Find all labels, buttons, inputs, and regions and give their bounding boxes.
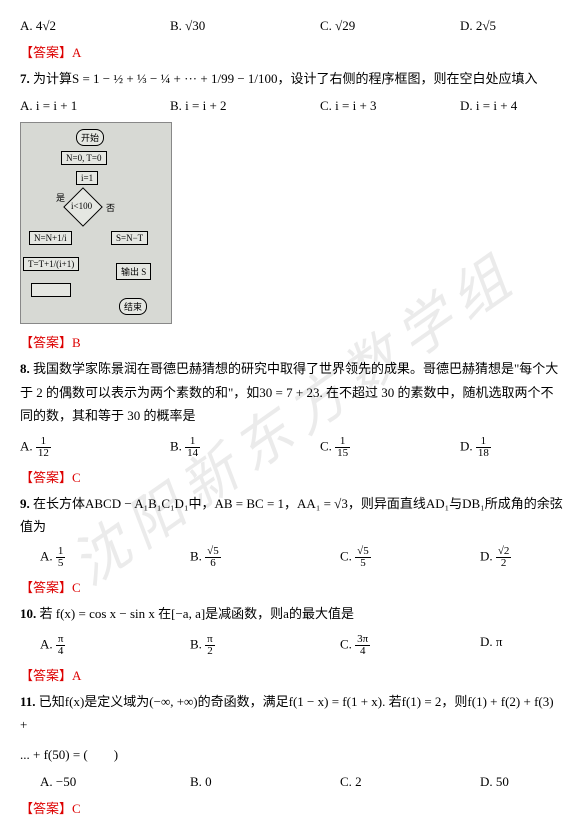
q9-a-d: 5 — [56, 558, 66, 569]
q8-b-d: 14 — [185, 448, 200, 459]
q7-opt-d: D. i = i + 4 — [460, 98, 564, 114]
q8-d-d: 18 — [476, 448, 491, 459]
fc-cond: i<100 — [71, 201, 92, 211]
q6-opt-a: A. 4√2 — [20, 18, 170, 34]
fc-blank — [31, 283, 71, 297]
fc-out: 输出 S — [116, 263, 151, 280]
q9-opt-b: B. √56 — [190, 546, 340, 569]
q9-answer: 【答案】C — [20, 577, 564, 596]
q10-c-n: 3π — [355, 634, 370, 646]
q10-opt-a: A. π4 — [40, 634, 190, 657]
q9-num: 9. — [20, 496, 30, 511]
q6-options: A. 4√2 B. √30 C. √29 D. 2√5 — [20, 18, 564, 34]
fc-right: S=N−T — [111, 231, 148, 245]
q8-options: A. 112 B. 114 C. 115 D. 118 — [20, 436, 564, 459]
fc-left1: N=N+1/i — [29, 231, 72, 245]
fc-yes: 是 — [56, 191, 65, 204]
q11-num: 11. — [20, 694, 36, 709]
q10-opt-d: D. π — [480, 634, 564, 657]
q9-d-d: 2 — [496, 558, 512, 569]
q8-a-l: A. — [20, 438, 33, 453]
q8-opt-d: D. 118 — [460, 436, 564, 459]
fc-left2: T=T+1/(i+1) — [23, 257, 79, 271]
q11-opt-c: C. 2 — [340, 774, 480, 790]
q10-opt-b: B. π2 — [190, 634, 340, 657]
q7-options: A. i = i + 1 B. i = i + 2 C. i = i + 3 D… — [20, 98, 564, 114]
q10-c-d: 4 — [355, 646, 370, 657]
q11-options: A. −50 B. 0 C. 2 D. 50 — [20, 774, 564, 790]
q7-answer: 【答案】B — [20, 332, 564, 351]
q10-num: 10. — [20, 606, 36, 621]
q10-a-l: A. — [40, 636, 53, 651]
q9-body: 在长方体ABCD − A₁B₁C₁D₁中，AB = BC = 1，AA₁ = √… — [20, 496, 563, 534]
q6-answer: 【答案】A — [20, 42, 564, 61]
q8-opt-b: B. 114 — [170, 436, 320, 459]
q7-opt-b: B. i = i + 2 — [170, 98, 320, 114]
q11-text-b: ... + f(50) = ( ) — [20, 743, 564, 766]
q10-answer: 【答案】A — [20, 665, 564, 684]
q7-text: 7. 为计算S = 1 − ½ + ⅓ − ¼ + ··· + 1/99 − 1… — [20, 67, 564, 90]
q11-opt-d: D. 50 — [480, 774, 564, 790]
q10-b-l: B. — [190, 636, 202, 651]
fc-start: 开始 — [76, 129, 104, 146]
q11-text: 11. 已知f(x)是定义域为(−∞, +∞)的奇函数，满足f(1 − x) =… — [20, 690, 564, 737]
q9-b-l: B. — [190, 549, 202, 564]
q11-opt-b: B. 0 — [190, 774, 340, 790]
q8-body: 我国数学家陈景润在哥德巴赫猜想的研究中取得了世界领先的成果。哥德巴赫猜想是"每个… — [20, 361, 558, 423]
fc-i1: i=1 — [76, 171, 98, 185]
q9-opt-d: D. √22 — [480, 546, 564, 569]
q6-opt-b: B. √30 — [170, 18, 320, 34]
q9-text: 9. 在长方体ABCD − A₁B₁C₁D₁中，AB = BC = 1，AA₁ … — [20, 492, 564, 539]
q9-opt-a: A. 15 — [40, 546, 190, 569]
q7-opt-c: C. i = i + 3 — [320, 98, 460, 114]
q9-c-d: 5 — [355, 558, 371, 569]
q10-opt-c: C. 3π4 — [340, 634, 480, 657]
fc-no: 否 — [106, 201, 115, 214]
q8-a-n: 1 — [36, 436, 51, 448]
q9-c-l: C. — [340, 549, 352, 564]
fc-end: 结束 — [119, 298, 147, 315]
q7-opt-a: A. i = i + 1 — [20, 98, 170, 114]
q8-a-d: 12 — [36, 448, 51, 459]
q7-num: 7. — [20, 71, 30, 86]
q10-b-n: π — [205, 634, 215, 646]
fc-init: N=0, T=0 — [61, 151, 107, 165]
q8-num: 8. — [20, 361, 30, 376]
q8-c-n: 1 — [335, 436, 350, 448]
q10-c-l: C. — [340, 636, 352, 651]
q7-body: 为计算S = 1 − ½ + ⅓ − ¼ + ··· + 1/99 − 1/10… — [33, 71, 538, 86]
q9-options: A. 15 B. √56 C. √55 D. √22 — [20, 546, 564, 569]
q8-c-l: C. — [320, 438, 332, 453]
q8-b-l: B. — [170, 438, 182, 453]
q10-b-d: 2 — [205, 646, 215, 657]
q10-a-n: π — [56, 634, 66, 646]
q11-body-a: 已知f(x)是定义域为(−∞, +∞)的奇函数，满足f(1 − x) = f(1… — [20, 694, 554, 732]
q9-a-l: A. — [40, 549, 53, 564]
flowchart: 开始 N=0, T=0 i=1 i<100 是 否 N=N+1/i T=T+1/… — [20, 122, 172, 324]
q8-opt-c: C. 115 — [320, 436, 460, 459]
q10-text: 10. 若 f(x) = cos x − sin x 在[−a, a]是减函数，… — [20, 602, 564, 625]
q11-answer: 【答案】C — [20, 798, 564, 817]
q6-opt-c: C. √29 — [320, 18, 460, 34]
q9-opt-c: C. √55 — [340, 546, 480, 569]
q11-opt-a: A. −50 — [40, 774, 190, 790]
q9-d-l: D. — [480, 549, 493, 564]
q8-answer: 【答案】C — [20, 467, 564, 486]
q8-b-n: 1 — [185, 436, 200, 448]
q10-options: A. π4 B. π2 C. 3π4 D. π — [20, 634, 564, 657]
q6-opt-d: D. 2√5 — [460, 18, 564, 34]
q8-d-n: 1 — [476, 436, 491, 448]
q9-b-d: 6 — [205, 558, 221, 569]
q8-c-d: 15 — [335, 448, 350, 459]
q8-d-l: D. — [460, 438, 473, 453]
q8-text: 8. 我国数学家陈景润在哥德巴赫猜想的研究中取得了世界领先的成果。哥德巴赫猜想是… — [20, 357, 564, 427]
q10-a-d: 4 — [56, 646, 66, 657]
q8-opt-a: A. 112 — [20, 436, 170, 459]
q10-body: 若 f(x) = cos x − sin x 在[−a, a]是减函数，则a的最… — [40, 606, 354, 621]
